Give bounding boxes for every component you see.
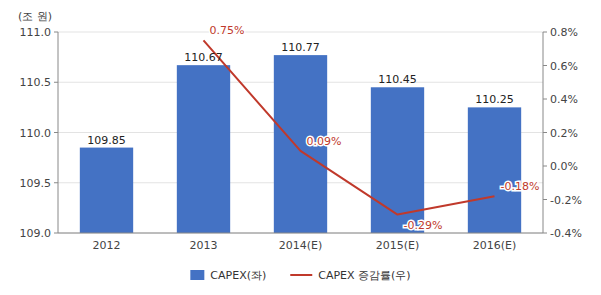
x-tick-label: 2013 [190,239,218,252]
line-label: 0.75% [210,24,245,37]
line [204,40,495,214]
right-tick [543,65,547,66]
legend-label: CAPEX 증감률(우) [318,269,410,282]
left-tick [54,132,58,133]
right-tick-label: -0.2% [550,194,582,207]
bar-label: 109.85 [87,134,126,147]
bar [177,65,230,233]
data-labels: 109.85 110.67 110.77 110.45 110.25 0.75% 0.09%… [87,24,539,231]
left-tick-label: 109.5 [20,177,52,190]
right-tick-label: 0.4% [550,93,578,106]
left-tick [54,32,58,33]
right-tick [543,233,547,234]
left-tick [54,82,58,83]
left-tick [54,182,58,183]
left-tick-label: 110.0 [20,127,52,140]
left-tick-label: 110.5 [20,76,52,89]
legend-label: CAPEX(좌) [210,269,266,282]
right-tick [543,99,547,100]
line-label: -0.18% [501,180,540,193]
right-tick [543,166,547,167]
line-label: 0.09% [307,135,342,148]
grid [58,32,543,233]
bar [468,107,521,233]
bar-label: 110.67 [184,51,223,64]
line-label: -0.29% [404,219,443,232]
right-tick [543,32,547,33]
x-axis-line [58,233,543,234]
grid-line [58,233,543,234]
x-tick-label: 2016(E) [473,239,517,252]
right-tick-label: -0.4% [550,227,582,240]
left-tick [54,233,58,234]
axes: 109.0 109.5 110.0 110.5 111.0 -0.4% -0.2% 0.0% 0… [20,26,582,252]
right-tick-label: 0.2% [550,127,578,140]
plot-area [80,40,521,233]
y-axis-label: (조 원) [18,10,52,23]
right-tick-label: 0.0% [550,160,578,173]
chart: 109.0 109.5 110.0 110.5 111.0 -0.4% -0.2% 0.0% 0… [0,0,601,295]
x-tick-label: 2015(E) [376,239,420,252]
grid-line [58,32,543,33]
legend-item: CAPEX 증감률(우) [290,269,410,282]
legend-swatch [290,274,312,276]
legend-item: CAPEX(좌) [190,269,266,282]
bar-label: 110.25 [475,93,514,106]
right-tick [543,132,547,133]
left-tick-label: 111.0 [20,26,52,39]
legend-swatch [190,270,204,280]
bar [80,148,133,233]
legend: CAPEX(좌) CAPEX 증감률(우) [190,269,410,282]
x-tick-label: 2012 [93,239,121,252]
right-tick-label: 0.8% [550,26,578,39]
right-tick [543,199,547,200]
right-tick-label: 0.6% [550,60,578,73]
bar-label: 110.45 [378,73,417,86]
bar-label: 110.77 [281,41,320,54]
x-tick-label: 2014(E) [279,239,323,252]
left-tick-label: 109.0 [20,227,52,240]
